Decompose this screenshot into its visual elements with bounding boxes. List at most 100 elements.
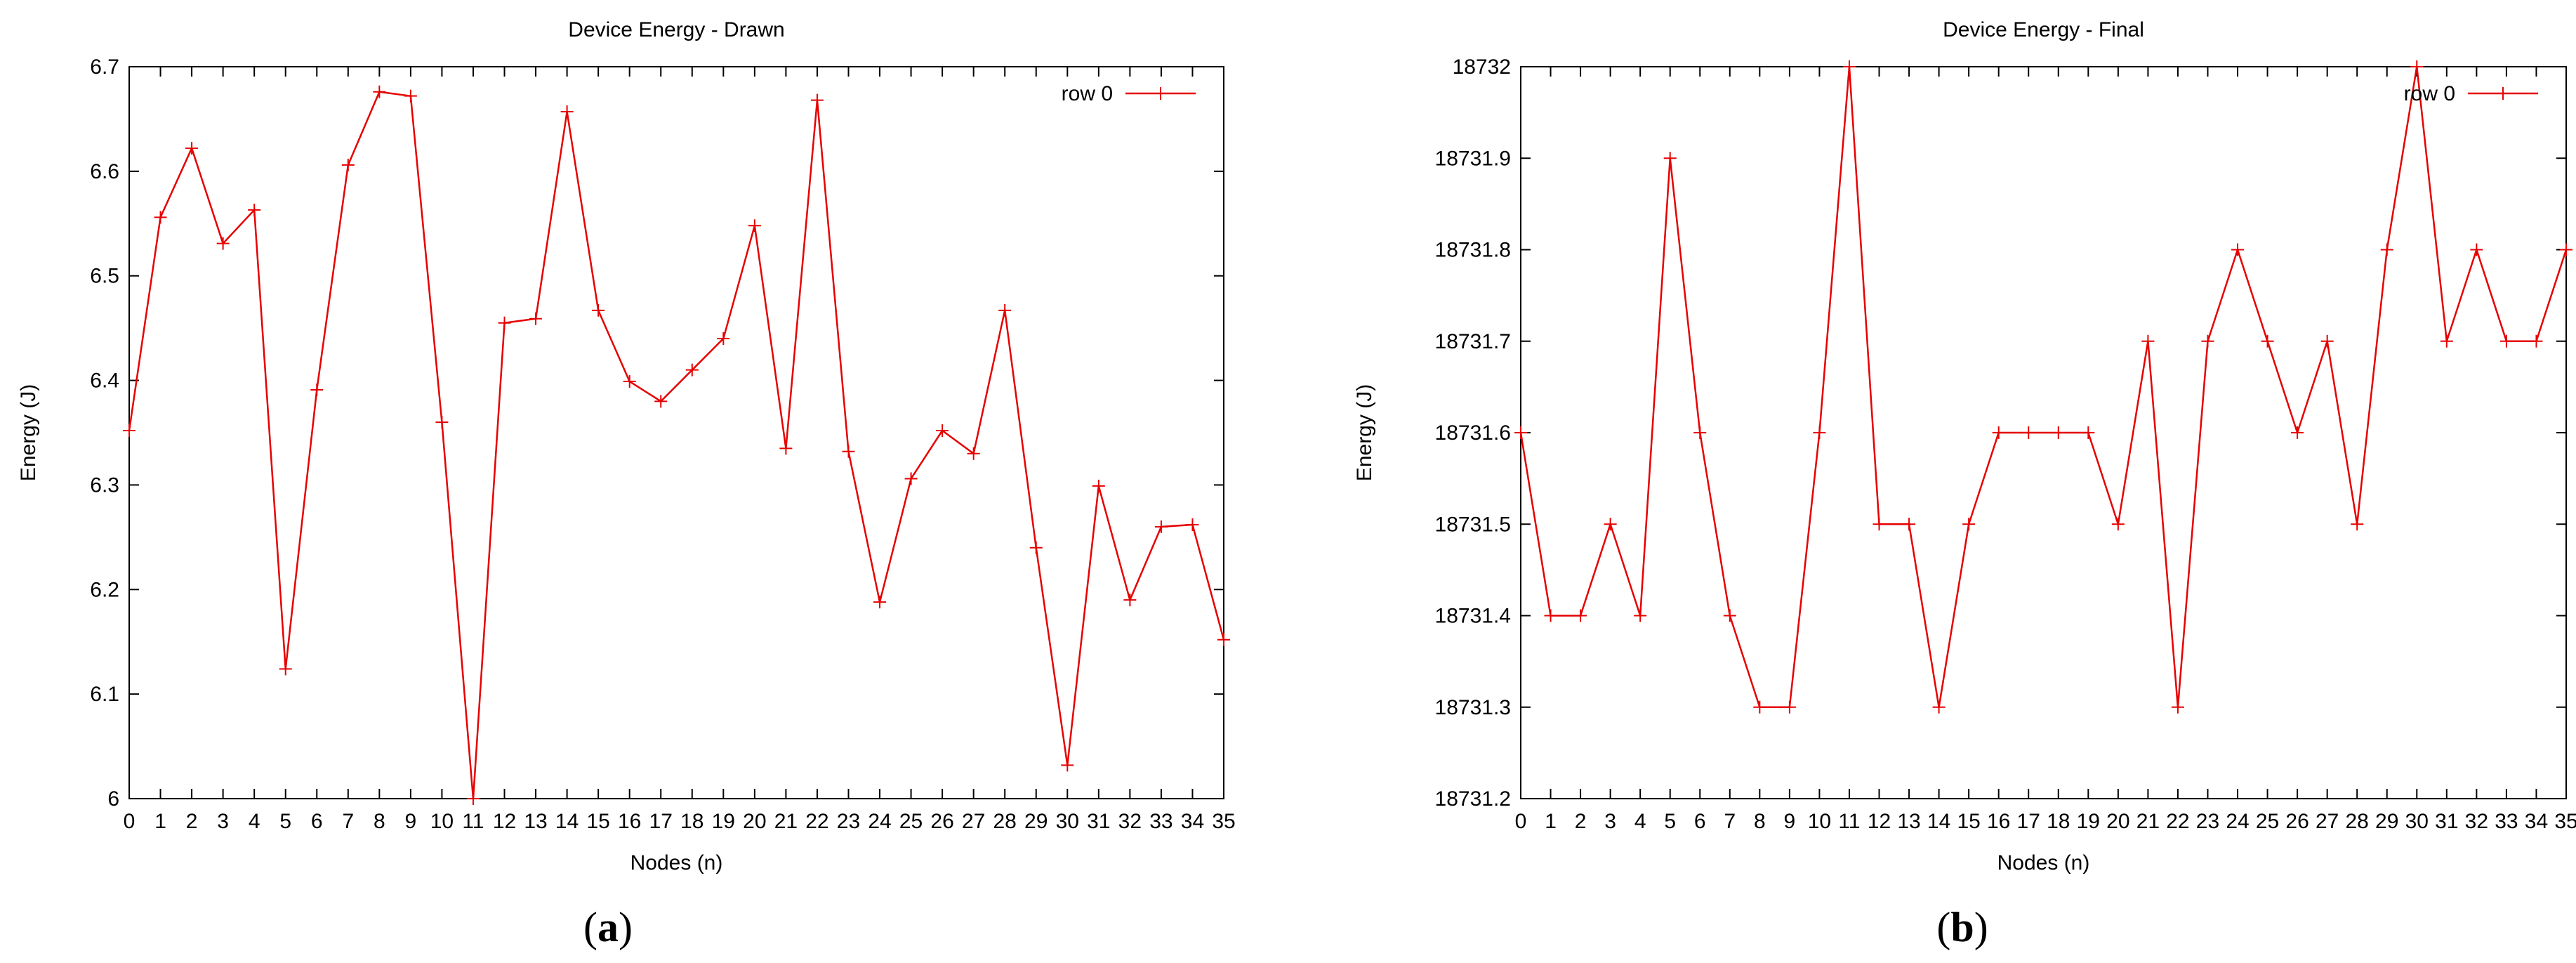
data-point <box>748 219 761 232</box>
x-tick-label: 6 <box>1694 810 1706 833</box>
data-point <box>842 445 855 458</box>
x-tick-label: 13 <box>1897 810 1920 833</box>
y-tick-label: 6.3 <box>90 473 119 497</box>
data-point <box>1753 700 1766 714</box>
legend-label: row 0 <box>1062 82 1113 105</box>
data-point <box>2082 426 2095 439</box>
data-point <box>154 211 167 224</box>
x-tick-label: 22 <box>805 810 828 833</box>
data-point <box>248 203 261 216</box>
y-tick-label: 6 <box>107 787 119 811</box>
data-point <box>1604 518 1617 531</box>
data-point <box>2291 426 2304 439</box>
x-tick-label: 2 <box>186 810 198 833</box>
x-tick-label: 33 <box>1149 810 1173 833</box>
x-tick-label: 21 <box>2136 810 2160 833</box>
x-tick-label: 17 <box>649 810 673 833</box>
x-axis-label: Nodes (n) <box>1997 851 2090 874</box>
data-point <box>373 85 386 98</box>
x-tick-label: 9 <box>1784 810 1796 833</box>
data-point <box>717 332 730 346</box>
data-point <box>310 383 324 396</box>
data-point <box>2380 243 2393 256</box>
x-tick-label: 7 <box>1724 810 1736 833</box>
caption-close-paren: ) <box>1974 904 1988 950</box>
chart-panel-b: Device Energy - Final18731.218731.318731… <box>1353 18 2576 950</box>
legend-label: row 0 <box>2404 82 2455 105</box>
x-tick-label: 27 <box>962 810 985 833</box>
data-point <box>1514 426 1527 439</box>
x-tick-label: 0 <box>124 810 136 833</box>
data-point <box>2201 334 2214 348</box>
x-tick-label: 22 <box>2166 810 2189 833</box>
data-point <box>529 312 543 325</box>
chart-panel-a: Device Energy - Drawn 6 6.1 6.2 6.3 6.4 6.5 6.6… <box>17 18 1236 950</box>
data-point <box>592 303 605 317</box>
y-tick-label: 18731.8 <box>1435 239 1511 262</box>
y-axis-label: Energy (J) <box>17 384 40 481</box>
x-tick-label: 26 <box>930 810 953 833</box>
x-tick-label: 23 <box>2196 810 2219 833</box>
x-tick-label: 4 <box>249 810 260 833</box>
data-point <box>1574 609 1587 622</box>
panel-caption: (b) <box>1936 904 1988 950</box>
y-tick-label: 6.7 <box>90 55 119 79</box>
data-point <box>904 472 918 485</box>
data-point <box>2171 700 2184 714</box>
x-tick-label: 24 <box>2226 810 2249 833</box>
caption-letter: a <box>597 904 619 950</box>
x-tick-label: 12 <box>1868 810 1891 833</box>
x-tick-label: 25 <box>2256 810 2279 833</box>
caption-close-paren: ) <box>619 904 633 950</box>
x-tick-label: 31 <box>2435 810 2458 833</box>
x-tick-label: 16 <box>1987 810 2010 833</box>
x-tick-label: 15 <box>1957 810 1980 833</box>
data-point <box>1217 633 1230 646</box>
data-point <box>1186 518 1199 531</box>
caption-open-paren: ( <box>1936 904 1950 950</box>
data-point <box>998 303 1012 317</box>
data-point <box>1813 426 1826 439</box>
y-axis-label: Energy (J) <box>1353 384 1376 481</box>
y-tick-label: 18731.9 <box>1435 147 1511 170</box>
data-point <box>341 158 355 171</box>
data-point <box>1992 426 2005 439</box>
x-tick-label: 20 <box>2106 810 2129 833</box>
y-tick-label: 18732 <box>1453 55 1511 79</box>
x-tick-label: 7 <box>342 810 354 833</box>
data-point <box>1092 479 1105 492</box>
x-tick-label: 34 <box>1181 810 1204 833</box>
data-point <box>1962 518 1976 531</box>
plot-frame <box>128 66 1224 799</box>
x-tick-label: 28 <box>993 810 1017 833</box>
x-tick-label: 1 <box>1545 810 1557 833</box>
x-tick-label: 26 <box>2285 810 2309 833</box>
x-tick-label: 1 <box>154 810 166 833</box>
x-tick-label: 33 <box>2495 810 2518 833</box>
data-point <box>2440 334 2453 348</box>
x-tick-label: 17 <box>2017 810 2040 833</box>
x-tick-label: 24 <box>868 810 891 833</box>
data-point <box>2052 426 2065 439</box>
legend-marker <box>1154 87 1167 100</box>
x-tick-label: 11 <box>462 810 484 833</box>
data-point <box>2111 518 2125 531</box>
data-point <box>936 424 949 438</box>
x-tick-label: 5 <box>279 810 291 833</box>
data-point <box>216 237 230 250</box>
series-line <box>128 91 1225 799</box>
x-tick-label: 25 <box>899 810 923 833</box>
x-tick-label: 13 <box>524 810 547 833</box>
x-tick-label: 20 <box>743 810 766 833</box>
data-point <box>873 596 887 609</box>
x-tick-label: 30 <box>2405 810 2429 833</box>
x-tick-label: 18 <box>680 810 704 833</box>
x-tick-label: 19 <box>2077 810 2100 833</box>
data-point <box>654 395 668 408</box>
data-point <box>2261 334 2274 348</box>
data-point <box>2470 243 2483 256</box>
data-point <box>279 662 292 676</box>
x-tick-label: 34 <box>2525 810 2548 833</box>
x-tick-label: 35 <box>2554 810 2576 833</box>
